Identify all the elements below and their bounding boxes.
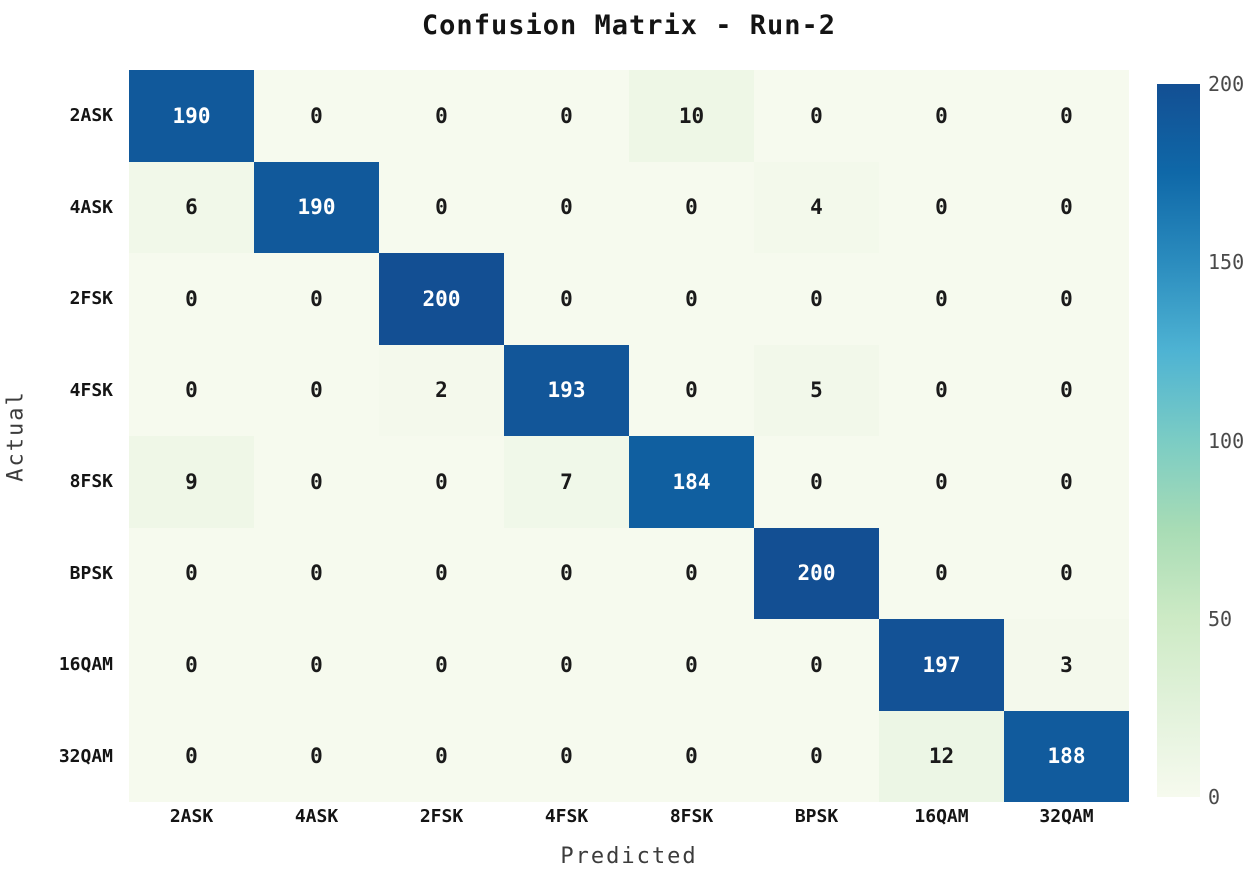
matrix-cell-32QAM-16QAM: 12 [879, 710, 1004, 802]
matrix-cell-BPSK-8FSK: 0 [629, 527, 754, 619]
x-tick-label-2ASK: 2ASK [169, 806, 214, 827]
matrix-cell-32QAM-32QAM: 188 [1004, 710, 1129, 802]
matrix-cell-4FSK-4FSK: 193 [504, 344, 629, 436]
colorbar-tick-50: 50 [1208, 606, 1233, 631]
matrix-cell-8FSK-4FSK: 7 [504, 436, 629, 528]
matrix-cell-16QAM-4ASK: 0 [254, 619, 379, 711]
y-tick-label-4FSK: 4FSK [69, 379, 113, 401]
matrix-cell-16QAM-2ASK: 0 [129, 619, 254, 711]
y-tick-label-BPSK: BPSK [69, 562, 113, 584]
x-tick-label-BPSK: BPSK [794, 806, 839, 827]
matrix-cell-8FSK-8FSK: 184 [629, 436, 754, 528]
x-tick-label-4ASK: 4ASK [294, 806, 339, 827]
matrix-cell-8FSK-32QAM: 0 [1004, 436, 1129, 528]
x-axis-title: Predicted [560, 844, 698, 869]
matrix-cell-8FSK-2ASK: 9 [129, 436, 254, 528]
y-tick-label-4ASK: 4ASK [69, 196, 113, 218]
matrix-cell-2ASK-BPSK: 0 [754, 70, 879, 162]
matrix-cell-BPSK-32QAM: 0 [1004, 527, 1129, 619]
matrix-cell-2FSK-4FSK: 0 [504, 253, 629, 345]
colorbar [1157, 84, 1200, 797]
colorbar-tick-0: 0 [1208, 785, 1221, 809]
y-axis-tick-labels: 2ASK 4ASK 2FSK 4FSK 8FSK BPSK 16QAM 32QAM [0, 70, 121, 802]
matrix-cell-BPSK-2ASK: 0 [129, 527, 254, 619]
matrix-cell-16QAM-2FSK: 0 [379, 619, 504, 711]
matrix-cell-8FSK-16QAM: 0 [879, 436, 1004, 528]
matrix-cell-32QAM-4FSK: 0 [504, 710, 629, 802]
matrix-cell-2ASK-4ASK: 0 [254, 70, 379, 162]
matrix-cell-2ASK-8FSK: 10 [629, 70, 754, 162]
matrix-cell-BPSK-2FSK: 0 [379, 527, 504, 619]
matrix-cell-2ASK-32QAM: 0 [1004, 70, 1129, 162]
x-tick-label-32QAM: 32QAM [1039, 806, 1094, 827]
colorbar-tick-150: 150 [1208, 250, 1245, 275]
matrix-cell-4FSK-2ASK: 0 [129, 344, 254, 436]
matrix-cell-BPSK-4FSK: 0 [504, 527, 629, 619]
matrix-cell-4ASK-4FSK: 0 [504, 161, 629, 253]
x-axis-tick-labels: 2ASK 4ASK 2FSK 4FSK 8FSK BPSK 16QAM 32QAM [129, 806, 1129, 827]
matrix-cell-8FSK-4ASK: 0 [254, 436, 379, 528]
y-tick-label-16QAM: 16QAM [58, 654, 113, 676]
matrix-cell-2FSK-16QAM: 0 [879, 253, 1004, 345]
x-tick-label-2FSK: 2FSK [419, 806, 464, 827]
matrix-cell-32QAM-8FSK: 0 [629, 710, 754, 802]
chart-title: Confusion Matrix - Run-2 [421, 10, 837, 41]
matrix-cell-BPSK-16QAM: 0 [879, 527, 1004, 619]
y-tick-label-8FSK: 8FSK [69, 471, 113, 493]
matrix-cell-4ASK-4ASK: 190 [254, 161, 379, 253]
matrix-cell-16QAM-8FSK: 0 [629, 619, 754, 711]
matrix-cell-8FSK-2FSK: 0 [379, 436, 504, 528]
matrix-cell-2FSK-2FSK: 200 [379, 253, 504, 345]
x-tick-label-16QAM: 16QAM [914, 806, 969, 827]
matrix-cell-16QAM-4FSK: 0 [504, 619, 629, 711]
matrix-cell-2FSK-BPSK: 0 [754, 253, 879, 345]
matrix-cell-16QAM-BPSK: 0 [754, 619, 879, 711]
matrix-cell-8FSK-BPSK: 0 [754, 436, 879, 528]
matrix-cell-4ASK-16QAM: 0 [879, 161, 1004, 253]
matrix-cell-4ASK-8FSK: 0 [629, 161, 754, 253]
matrix-cell-32QAM-2ASK: 0 [129, 710, 254, 802]
matrix-cell-4FSK-16QAM: 0 [879, 344, 1004, 436]
matrix-cell-BPSK-BPSK: 200 [754, 527, 879, 619]
matrix-cell-32QAM-BPSK: 0 [754, 710, 879, 802]
matrix-cell-2ASK-2ASK: 190 [129, 70, 254, 162]
matrix-cell-2ASK-4FSK: 0 [504, 70, 629, 162]
matrix-cell-4ASK-2ASK: 6 [129, 161, 254, 253]
matrix-cell-16QAM-32QAM: 3 [1004, 619, 1129, 711]
matrix-cell-4ASK-2FSK: 0 [379, 161, 504, 253]
colorbar-tick-100: 100 [1208, 428, 1245, 453]
matrix-cell-2FSK-2ASK: 0 [129, 253, 254, 345]
matrix-cell-2ASK-16QAM: 0 [879, 70, 1004, 162]
matrix-cell-32QAM-4ASK: 0 [254, 710, 379, 802]
matrix-cell-2ASK-2FSK: 0 [379, 70, 504, 162]
y-tick-label-32QAM: 32QAM [58, 745, 113, 767]
matrix-cell-16QAM-16QAM: 197 [879, 619, 1004, 711]
matrix-cell-32QAM-2FSK: 0 [379, 710, 504, 802]
x-tick-label-4FSK: 4FSK [544, 806, 589, 827]
matrix-cell-4FSK-2FSK: 2 [379, 344, 504, 436]
matrix-cell-2FSK-8FSK: 0 [629, 253, 754, 345]
matrix-cell-2FSK-32QAM: 0 [1004, 253, 1129, 345]
matrix-cell-4ASK-32QAM: 0 [1004, 161, 1129, 253]
y-tick-label-2FSK: 2FSK [69, 288, 113, 310]
matrix-cell-BPSK-4ASK: 0 [254, 527, 379, 619]
matrix-cell-4FSK-32QAM: 0 [1004, 344, 1129, 436]
matrix-cell-2FSK-4ASK: 0 [254, 253, 379, 345]
heatmap-grid: 190 0 0 0 10 0 0 0 6 190 0 0 0 4 0 0 0 0 200 0 0 0 0 0 0 0 2 193 0 5 0… [129, 70, 1129, 802]
matrix-cell-4FSK-BPSK: 5 [754, 344, 879, 436]
matrix-cell-4FSK-8FSK: 0 [629, 344, 754, 436]
y-tick-label-2ASK: 2ASK [69, 105, 113, 127]
colorbar-tick-200: 200 [1208, 72, 1245, 96]
x-tick-label-8FSK: 8FSK [669, 806, 714, 827]
matrix-cell-4ASK-BPSK: 4 [754, 161, 879, 253]
matrix-cell-4FSK-4ASK: 0 [254, 344, 379, 436]
